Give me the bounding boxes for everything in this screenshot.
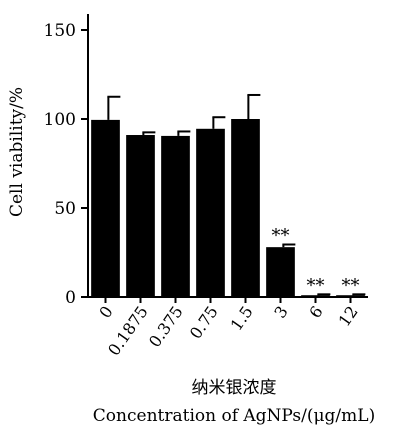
- x-tick-label: 1.5: [227, 302, 257, 334]
- y-tick-label: 150: [44, 21, 76, 41]
- y-tick-label: 100: [44, 110, 76, 130]
- significance-marker: **: [342, 275, 360, 296]
- x-axis-label-chinese: 纳米银浓度: [192, 378, 277, 398]
- significance-marker: **: [272, 225, 290, 246]
- x-tick-label: 3: [270, 302, 291, 321]
- x-tick-label: 12: [335, 302, 362, 330]
- bar: [161, 135, 190, 297]
- y-axis-ticks: 0 50 100 150: [44, 21, 88, 308]
- x-tick-label: 0.75: [186, 302, 222, 342]
- bar: [91, 119, 120, 297]
- bar: [231, 119, 260, 297]
- y-tick-label: 0: [65, 288, 76, 308]
- y-tick-label: 50: [54, 199, 76, 219]
- significance-marker: **: [307, 275, 325, 296]
- x-axis-label: Concentration of AgNPs/(μg/mL): [93, 406, 375, 426]
- x-tick-label: 6: [305, 302, 326, 321]
- y-axis-label: Cell viability/%: [7, 87, 27, 217]
- bars-group: ** ** **: [91, 93, 366, 297]
- x-tick-label: 0: [95, 302, 116, 321]
- bar: [196, 128, 225, 297]
- bar: [266, 247, 295, 297]
- bar: [126, 135, 155, 297]
- x-tick-label: 0.375: [145, 302, 187, 350]
